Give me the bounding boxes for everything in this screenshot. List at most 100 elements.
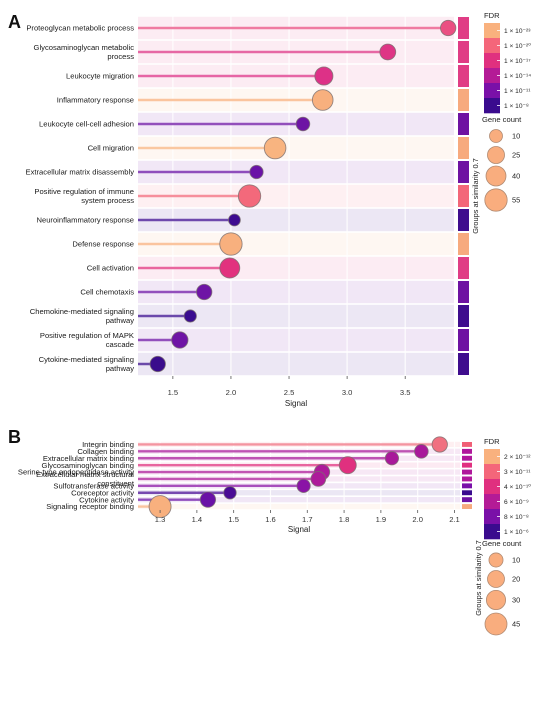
- fdr-legend-swatch: [484, 494, 500, 510]
- fdr-legend-swatch: [484, 38, 500, 54]
- row-background: [138, 256, 454, 280]
- lollipop-point: [310, 471, 327, 487]
- fdr-legend-label: 8 × 10⁻⁸: [504, 514, 529, 521]
- term-label: Proteoglycan metabolic process: [26, 24, 134, 33]
- size-legend-label: 30: [512, 596, 520, 605]
- lollipop-point: [219, 232, 243, 256]
- group-strip-cell: [458, 329, 469, 351]
- term-label: Cell activation: [87, 264, 134, 273]
- size-legend-circle: [485, 589, 507, 611]
- panel-a: A Proteoglycan metabolic process Glycosami…: [8, 11, 531, 408]
- term-label: Leukocyte migration: [66, 72, 134, 81]
- row-background: [138, 497, 460, 503]
- size-legend-label: 10: [512, 132, 520, 141]
- x-tick-label: 2.0: [412, 515, 423, 524]
- group-strip-cell: [458, 353, 469, 375]
- row-background: [138, 352, 454, 376]
- group-axis-label: Groups at similarity 0.7: [474, 540, 483, 616]
- row-background: [138, 328, 454, 352]
- x-tick-label: 2.5: [284, 388, 295, 397]
- panel-label: B: [8, 427, 21, 447]
- size-legend-circle: [487, 146, 505, 164]
- term-label: Positive regulation of immune system proc…: [34, 187, 134, 205]
- x-tick-label: 1.9: [376, 515, 387, 524]
- lollipop-point: [171, 331, 189, 349]
- term-label: Inflammatory response: [57, 96, 134, 105]
- x-tick-label: 1.3: [155, 515, 166, 524]
- fdr-legend-label: 1 × 10⁻⁸: [504, 103, 529, 110]
- row-background: [138, 208, 454, 232]
- row-background: [138, 490, 460, 496]
- panel-label: A: [8, 12, 21, 32]
- lollipop-point: [263, 136, 287, 160]
- row-background: [138, 232, 454, 256]
- x-axis-label: Signal: [288, 525, 310, 534]
- term-label: Chemokine-mediated signaling pathway: [30, 307, 134, 325]
- term-label: Glycosaminoglycan metabolic process: [34, 43, 135, 61]
- row-background: [138, 304, 454, 328]
- term-label: Integrin binding: [82, 440, 134, 449]
- fdr-legend-label: 1 × 10⁻²⁰: [504, 43, 531, 50]
- fdr-legend-label: 1 × 10⁻¹¹: [504, 88, 531, 95]
- fdr-legend-label: 1 × 10⁻²³: [504, 28, 531, 35]
- x-tick-label: 1.6: [265, 515, 276, 524]
- group-strip-cell: [462, 442, 472, 447]
- fdr-legend-label: 2 × 10⁻¹²: [504, 454, 531, 461]
- lollipop-point: [414, 444, 429, 459]
- x-tick-label: 3.0: [342, 388, 353, 397]
- lollipop-point: [295, 116, 311, 132]
- fdr-legend-label: 1 × 10⁻¹⁷: [504, 58, 531, 65]
- term-label: Extracellular matrix binding: [43, 454, 134, 463]
- fdr-legend-title: FDR: [484, 437, 500, 446]
- size-legend-circle: [484, 188, 508, 212]
- term-label: Cell chemotaxis: [80, 288, 134, 297]
- size-legend-circle: [485, 165, 507, 187]
- term-label: Coreceptor activity: [71, 488, 134, 497]
- lollipop-point: [223, 486, 237, 500]
- lollipop-point: [249, 164, 264, 180]
- group-strip-cell: [462, 455, 472, 461]
- x-tick-label: 2.0: [226, 388, 237, 397]
- group-axis-label: Groups at similarity 0.7: [471, 158, 480, 234]
- size-legend-label: 55: [512, 196, 520, 205]
- fdr-legend-swatch: [484, 23, 500, 39]
- group-strip-cell: [462, 462, 472, 468]
- x-tick-label: 1.5: [168, 388, 179, 397]
- fdr-legend-label: 1 × 10⁻¹⁴: [504, 73, 531, 80]
- lollipop-point: [228, 213, 241, 227]
- term-label: Signaling receptor binding: [46, 502, 134, 511]
- group-strip-cell: [462, 476, 472, 482]
- fdr-legend-swatch: [484, 98, 500, 114]
- term-label: Leukocyte cell-cell adhesion: [39, 120, 134, 129]
- group-strip-cell: [462, 490, 472, 496]
- fdr-legend-title: FDR: [484, 11, 500, 20]
- fdr-legend-label: 6 × 10⁻⁹: [504, 499, 529, 506]
- lollipop-point: [314, 66, 334, 86]
- fdr-legend-swatch: [484, 83, 500, 99]
- group-strip-cell: [458, 137, 469, 159]
- lollipop-point: [379, 43, 397, 61]
- row-background: [138, 503, 460, 510]
- lollipop-point: [149, 355, 166, 373]
- size-legend-title: Gene count: [482, 115, 522, 124]
- fdr-legend-swatch: [484, 449, 500, 465]
- fdr-legend-swatch: [484, 509, 500, 525]
- size-legend-label: 25: [512, 151, 520, 160]
- lollipop-point: [296, 478, 311, 493]
- group-strip-cell: [458, 113, 469, 135]
- fdr-legend-label: 3 × 10⁻¹¹: [504, 469, 531, 476]
- group-strip-cell: [458, 233, 469, 255]
- fdr-legend-swatch: [484, 524, 500, 540]
- group-strip-cell: [458, 305, 469, 327]
- lollipop-point: [237, 184, 262, 208]
- group-strip-cell: [462, 504, 472, 509]
- size-legend-circle: [487, 570, 505, 588]
- row-background: [138, 136, 454, 160]
- group-strip-cell: [458, 65, 469, 87]
- x-tick-label: 3.5: [400, 388, 411, 397]
- fdr-legend-label: 1 × 10⁻⁶: [504, 529, 529, 536]
- term-label: Cytokine-mediated signaling pathway: [39, 355, 135, 373]
- fdr-legend-swatch: [484, 464, 500, 480]
